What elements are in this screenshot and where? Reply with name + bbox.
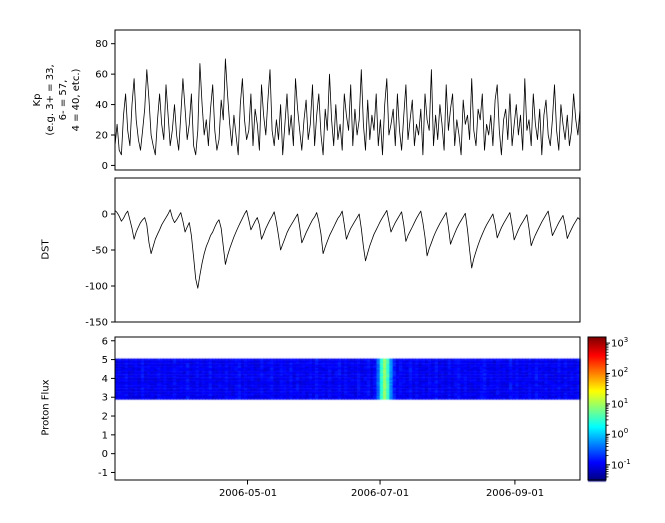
y-tick-label: 0 — [102, 210, 108, 221]
y-tick-label: 40 — [95, 100, 108, 111]
y-tick-label: 6 — [102, 336, 108, 347]
kp-axis-label: Kp (e.g. 3+ = 33, 6- = 57, 4 = 40, etc.) — [31, 40, 83, 160]
x-tick-label-sep: 2006-09-01 — [485, 488, 545, 499]
y-tick-label: 5 — [102, 355, 108, 366]
colorbar-label-1e0: 100 — [611, 427, 629, 441]
kp-axis-label-line2: (e.g. 3+ = 33, — [45, 64, 56, 136]
y-tick-label: 3 — [102, 393, 108, 404]
y-tick-label: -100 — [85, 282, 108, 293]
colorbar-label-1e-1: 10-1 — [611, 458, 631, 472]
proton-panel-frame — [114, 336, 581, 481]
kp-panel-frame — [114, 29, 581, 171]
y-tick-label: 60 — [95, 70, 108, 81]
y-tick-label: -50 — [92, 246, 108, 257]
dst-series-line — [114, 209, 581, 289]
kp-axis-label-line1: Kp — [32, 93, 43, 107]
y-tick-label: 1 — [102, 430, 108, 441]
y-tick-label: 0 — [102, 161, 108, 172]
y-tick-label: 80 — [95, 39, 108, 50]
x-tick-label-jul: 2006-07-01 — [350, 488, 410, 499]
colorbar-label-1e2: 102 — [611, 366, 629, 380]
y-tick-label: 20 — [95, 131, 108, 142]
dst-axis-label: DST — [40, 239, 52, 260]
dst-panel-frame — [114, 177, 581, 323]
y-tick-label: 2 — [102, 412, 108, 423]
proton-flux-axis-label: Proton Flux — [40, 379, 52, 436]
y-tick-label: -150 — [85, 318, 108, 329]
kp-series-line — [114, 58, 581, 156]
colorbar-label-1e3: 103 — [611, 336, 629, 350]
colorbar-frame — [587, 336, 607, 481]
x-tick-label-may: 2006-05-01 — [218, 488, 278, 499]
colorbar-label-1e1: 101 — [611, 397, 629, 411]
kp-axis-label-line4: 4 = 40, etc.) — [71, 68, 82, 132]
y-tick-label: 4 — [102, 374, 108, 385]
kp-axis-label-line3: 6- = 57, — [58, 79, 69, 121]
y-tick-label: -1 — [98, 468, 108, 479]
y-tick-label: 0 — [102, 449, 108, 460]
